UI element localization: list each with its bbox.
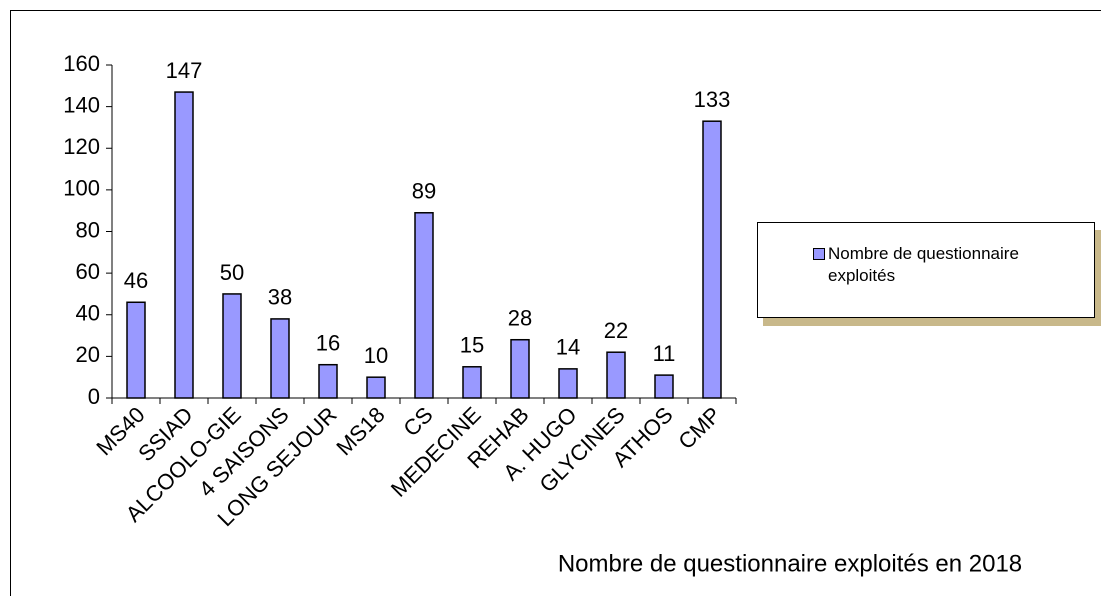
value-label: 46 (124, 268, 148, 293)
bar (270, 318, 290, 399)
y-tick-label: 140 (63, 92, 100, 117)
bar (606, 351, 626, 399)
value-label: 11 (653, 341, 676, 366)
legend: Nombre de questionnaire exploités (757, 222, 1095, 318)
legend-label: Nombre de questionnaire exploités (828, 244, 1019, 285)
y-tick-label: 20 (76, 342, 100, 367)
frame (10, 10, 1101, 596)
x-tick-label: CS (398, 402, 437, 441)
value-label: 10 (364, 343, 388, 368)
value-label: 133 (694, 87, 731, 112)
bar (510, 338, 530, 399)
value-label: 28 (508, 306, 532, 331)
y-tick-label: 120 (63, 134, 100, 159)
value-label: 50 (220, 260, 244, 285)
value-label: 89 (412, 179, 436, 204)
bar (366, 376, 386, 399)
value-label: 22 (604, 318, 628, 343)
value-label: 147 (166, 58, 203, 83)
bar (414, 212, 434, 399)
y-tick-label: 160 (63, 51, 100, 76)
value-label: 15 (460, 333, 484, 358)
bar (558, 368, 578, 399)
value-label: 38 (268, 285, 292, 310)
bar (318, 363, 338, 399)
bar (174, 91, 194, 399)
value-label: 16 (316, 331, 340, 356)
bar (462, 366, 482, 399)
y-tick-label: 0 (88, 384, 100, 409)
x-tick-label: MS18 (331, 402, 389, 460)
chart-title: Nombre de questionnaire exploités en 201… (558, 550, 1022, 577)
y-tick-label: 80 (76, 217, 100, 242)
legend-swatch (813, 248, 825, 260)
x-tick-label: CMP (673, 402, 725, 454)
y-tick-label: 60 (76, 259, 100, 284)
value-label: 14 (556, 335, 580, 360)
bar (654, 374, 674, 399)
bar (222, 293, 242, 399)
y-tick-label: 40 (76, 301, 100, 326)
bar (702, 120, 722, 399)
bar (126, 301, 146, 399)
y-tick-label: 100 (63, 176, 100, 201)
